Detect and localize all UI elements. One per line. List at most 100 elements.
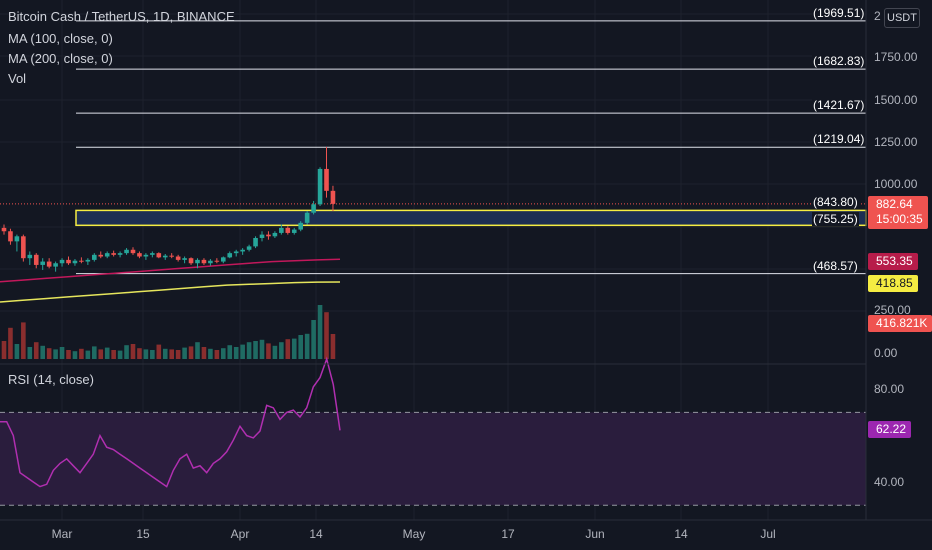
candle-28[interactable]: [182, 256, 187, 264]
candle-1[interactable]: [8, 228, 13, 245]
candle-14[interactable]: [92, 253, 97, 262]
candle-body-27: [175, 256, 181, 260]
candle-2[interactable]: [14, 234, 20, 252]
candle-10[interactable]: [66, 256, 71, 265]
candle-37[interactable]: [240, 248, 245, 255]
date-label-0: Mar: [51, 527, 73, 541]
supply-zone-rect[interactable]: [75, 209, 867, 227]
candle-12[interactable]: [79, 257, 84, 264]
volume-legend[interactable]: Vol: [8, 71, 27, 86]
candle-26[interactable]: [169, 253, 174, 259]
candle-4[interactable]: [27, 251, 33, 265]
candle-9[interactable]: [59, 258, 65, 267]
price-axis-label-1: 1500.00: [874, 93, 918, 107]
candle-body-44: [285, 227, 291, 233]
candle-29[interactable]: [188, 257, 194, 265]
candle-body-13: [85, 259, 91, 262]
candle-body-34: [221, 257, 226, 262]
volume-bar-22: [143, 349, 149, 359]
ma200-legend[interactable]: MA (200, close, 0): [8, 51, 113, 66]
candle-33[interactable]: [214, 258, 220, 264]
candle-body-51: [330, 190, 336, 204]
candle-44[interactable]: [285, 226, 291, 235]
volume-bar-1: [8, 327, 13, 359]
candle-51[interactable]: [330, 185, 336, 212]
volume-bar-15: [98, 349, 104, 359]
candle-45[interactable]: [291, 227, 297, 235]
volume-bar-31: [201, 347, 207, 359]
candle-body-7: [46, 261, 52, 267]
volume-bar-38: [246, 342, 252, 359]
date-label-6: Jun: [585, 527, 605, 541]
candle-body-4: [27, 254, 33, 259]
candle-8[interactable]: [53, 261, 58, 272]
candle-18[interactable]: [117, 251, 123, 258]
rsi-line: [0, 356, 341, 488]
candle-11[interactable]: [72, 259, 78, 266]
price-axis-label-2: 1250.00: [874, 135, 918, 149]
volume-bar-39: [253, 341, 258, 359]
candle-32[interactable]: [208, 259, 213, 266]
candle-31[interactable]: [201, 258, 207, 265]
ma100-line: [0, 258, 341, 283]
candle-5[interactable]: [33, 253, 39, 269]
volume-bar-33: [214, 350, 220, 359]
candle-0[interactable]: [1, 224, 7, 235]
candle-13[interactable]: [85, 258, 91, 265]
currency-button[interactable]: USDT: [884, 8, 920, 28]
date-label-2: Apr: [230, 527, 250, 541]
candle-body-10: [66, 259, 71, 264]
candle-7[interactable]: [46, 258, 52, 269]
candle-30[interactable]: [195, 258, 200, 269]
candle-40[interactable]: [259, 231, 265, 242]
volume-bar-40: [259, 339, 265, 359]
ma100-legend[interactable]: MA (100, close, 0): [8, 31, 113, 46]
rsi-legend[interactable]: RSI (14, close): [8, 372, 94, 387]
candle-16[interactable]: [104, 251, 110, 259]
candle-body-23: [150, 253, 155, 255]
candle-21[interactable]: [137, 251, 142, 259]
candle-42[interactable]: [272, 231, 278, 238]
volume-bar-2: [14, 344, 20, 359]
volume-bar-9: [59, 347, 65, 359]
candle-22[interactable]: [143, 253, 149, 260]
candle-41[interactable]: [266, 231, 271, 240]
volume-bar-51: [330, 333, 336, 359]
candle-body-29: [188, 258, 194, 264]
level-label-2: (1421.67): [812, 98, 866, 113]
ma100-price-tag: 553.35: [868, 253, 918, 270]
candle-17[interactable]: [111, 250, 116, 257]
symbol-title[interactable]: Bitcoin Cash / TetherUS, 1D, BINANCE: [8, 9, 235, 24]
candle-50[interactable]: [324, 147, 329, 198]
candle-38[interactable]: [246, 244, 252, 252]
candle-48[interactable]: [311, 200, 316, 215]
volume-bar-3: [21, 322, 26, 359]
last-price-value: 882.64: [876, 197, 913, 211]
candle-47[interactable]: [304, 211, 310, 225]
candle-36[interactable]: [233, 249, 239, 257]
candle-35[interactable]: [227, 251, 233, 259]
date-label-3: 14: [309, 527, 323, 541]
date-label-5: 17: [501, 527, 515, 541]
level-label-5: (755.25): [812, 212, 859, 227]
candle-body-8: [53, 263, 58, 267]
candle-15[interactable]: [98, 251, 104, 259]
volume-bar-25: [162, 348, 168, 359]
candle-24[interactable]: [156, 252, 162, 259]
candle-46[interactable]: [298, 221, 303, 232]
candle-43[interactable]: [279, 224, 284, 235]
candle-20[interactable]: [130, 247, 136, 255]
candle-34[interactable]: [221, 256, 226, 264]
candle-3[interactable]: [21, 234, 26, 262]
candle-25[interactable]: [162, 253, 168, 260]
candle-39[interactable]: [253, 236, 258, 249]
candle-49[interactable]: [317, 167, 323, 206]
volume-bar-8: [53, 349, 58, 359]
candle-6[interactable]: [40, 258, 45, 270]
candle-19[interactable]: [124, 248, 129, 255]
candle-27[interactable]: [175, 254, 181, 262]
candle-23[interactable]: [150, 251, 155, 258]
candle-body-48: [311, 204, 316, 213]
horizontal-levels: [76, 20, 866, 275]
